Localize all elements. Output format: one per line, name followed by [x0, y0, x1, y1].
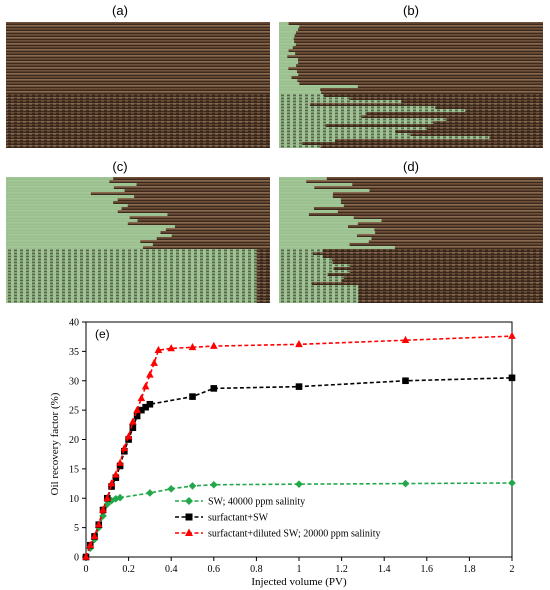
y-tick-label: 20	[69, 435, 79, 446]
data-point-square	[142, 403, 149, 411]
data-point-diamond	[107, 496, 116, 505]
data-point-triangle	[112, 470, 120, 478]
data-point-square	[116, 462, 124, 470]
data-point-square	[210, 385, 218, 392]
data-point-square	[295, 383, 303, 390]
data-point-square	[133, 412, 141, 420]
y-tick-label: 5	[74, 523, 79, 534]
panel-label-b: (b)	[403, 3, 419, 18]
data-point-square	[108, 483, 115, 490]
panel-label-a: (a)	[112, 3, 128, 18]
data-point-triangle	[137, 394, 146, 402]
data-point-diamond	[295, 480, 303, 488]
data-point-square	[189, 393, 196, 400]
data-point-triangle	[154, 345, 163, 353]
data-point-triangle	[133, 405, 141, 413]
data-point-triangle	[86, 540, 95, 549]
y-tick-label: 10	[69, 494, 79, 505]
y-tick-label: 40	[69, 318, 79, 329]
micromodel-image-c	[6, 177, 270, 303]
x-axis-label: Injected volume (PV)	[251, 576, 347, 588]
x-tick-label: 0.2	[122, 564, 135, 575]
chart-legend: SW; 40000 ppm salinity surfactant+SW surfa…	[175, 497, 380, 540]
legend-entry: SW; 40000 ppm salinity	[208, 497, 305, 508]
panel-label-d: (d)	[403, 159, 419, 174]
micromodel-image-d	[279, 177, 543, 303]
series-triangle	[82, 331, 516, 560]
panel-label-c: (c)	[112, 159, 128, 174]
panel-label-e: (e)	[95, 327, 110, 341]
x-tick-label: 0.8	[250, 564, 263, 575]
data-point-triangle	[295, 340, 303, 348]
series-line	[85, 335, 513, 558]
data-point-triangle	[185, 528, 193, 536]
y-tick-label: 0	[74, 553, 79, 564]
data-point-triangle	[401, 335, 410, 344]
data-point-square	[125, 436, 132, 443]
data-point-triangle	[107, 479, 116, 487]
oil-recovery-chart: 0 0.2 0.4 0.6 0.8 1 1.2 1.4 1.6 1.8 20510152025303…	[49, 318, 516, 588]
x-tick-label: 0.6	[208, 564, 221, 575]
data-point-triangle	[90, 532, 99, 540]
data-point-diamond	[146, 489, 154, 497]
data-point-triangle	[116, 458, 124, 466]
x-tick-label: 1	[297, 564, 302, 575]
chart-axes: 0 0.2 0.4 0.6 0.8 1 1.2 1.4 1.6 1.8 20510152025303…	[69, 318, 515, 576]
x-tick-label: 1.6	[421, 564, 434, 575]
data-point-triangle	[82, 552, 90, 560]
y-tick-label: 35	[69, 347, 79, 358]
data-point-diamond	[116, 493, 124, 502]
y-tick-label: 30	[69, 376, 79, 387]
data-point-square	[185, 513, 193, 521]
legend-entry: surfactant+SW	[208, 513, 269, 524]
data-point-triangle	[141, 382, 150, 390]
y-tick-label: 25	[69, 406, 79, 417]
data-point-square	[129, 424, 137, 432]
data-point-diamond	[210, 480, 218, 489]
legend-entry: surfactant+diluted SW; 20000 ppm salinit…	[208, 529, 380, 540]
x-tick-label: 0	[84, 564, 89, 575]
data-point-triangle	[120, 444, 129, 452]
data-point-triangle	[210, 341, 218, 349]
y-axis-label: Oil recovery factor (%)	[49, 392, 61, 495]
data-point-diamond	[185, 497, 193, 505]
x-tick-label: 1.4	[378, 564, 391, 575]
data-point-square	[508, 374, 516, 382]
data-point-triangle	[508, 331, 516, 339]
data-point-triangle	[167, 344, 175, 352]
x-tick-label: 2	[510, 564, 515, 575]
data-point-diamond	[188, 482, 197, 490]
plot-frame	[85, 321, 513, 558]
data-point-triangle	[150, 358, 158, 366]
x-tick-label: 0.4	[165, 564, 178, 575]
data-point-triangle	[146, 370, 154, 378]
x-tick-label: 1.2	[335, 564, 348, 575]
data-point-triangle	[103, 493, 112, 502]
data-point-triangle	[124, 432, 133, 440]
y-tick-label: 15	[69, 464, 79, 475]
data-point-triangle	[129, 417, 137, 425]
data-point-diamond	[401, 479, 410, 488]
micromodel-image-a	[6, 22, 270, 148]
data-point-square	[138, 406, 145, 414]
data-point-diamond	[103, 500, 112, 508]
series-diamond	[82, 479, 516, 561]
data-point-diamond	[508, 479, 516, 487]
data-point-square	[402, 377, 409, 385]
data-point-triangle	[94, 520, 103, 528]
data-point-triangle	[99, 505, 107, 513]
data-point-square	[112, 474, 120, 481]
chart-series	[82, 331, 516, 561]
data-point-diamond	[167, 485, 175, 493]
data-point-square	[146, 400, 154, 408]
x-tick-label: 1.8	[463, 564, 476, 575]
micromodel-image-b	[279, 22, 543, 148]
data-point-square	[121, 447, 128, 455]
series-line	[85, 482, 513, 558]
data-point-triangle	[188, 342, 197, 351]
